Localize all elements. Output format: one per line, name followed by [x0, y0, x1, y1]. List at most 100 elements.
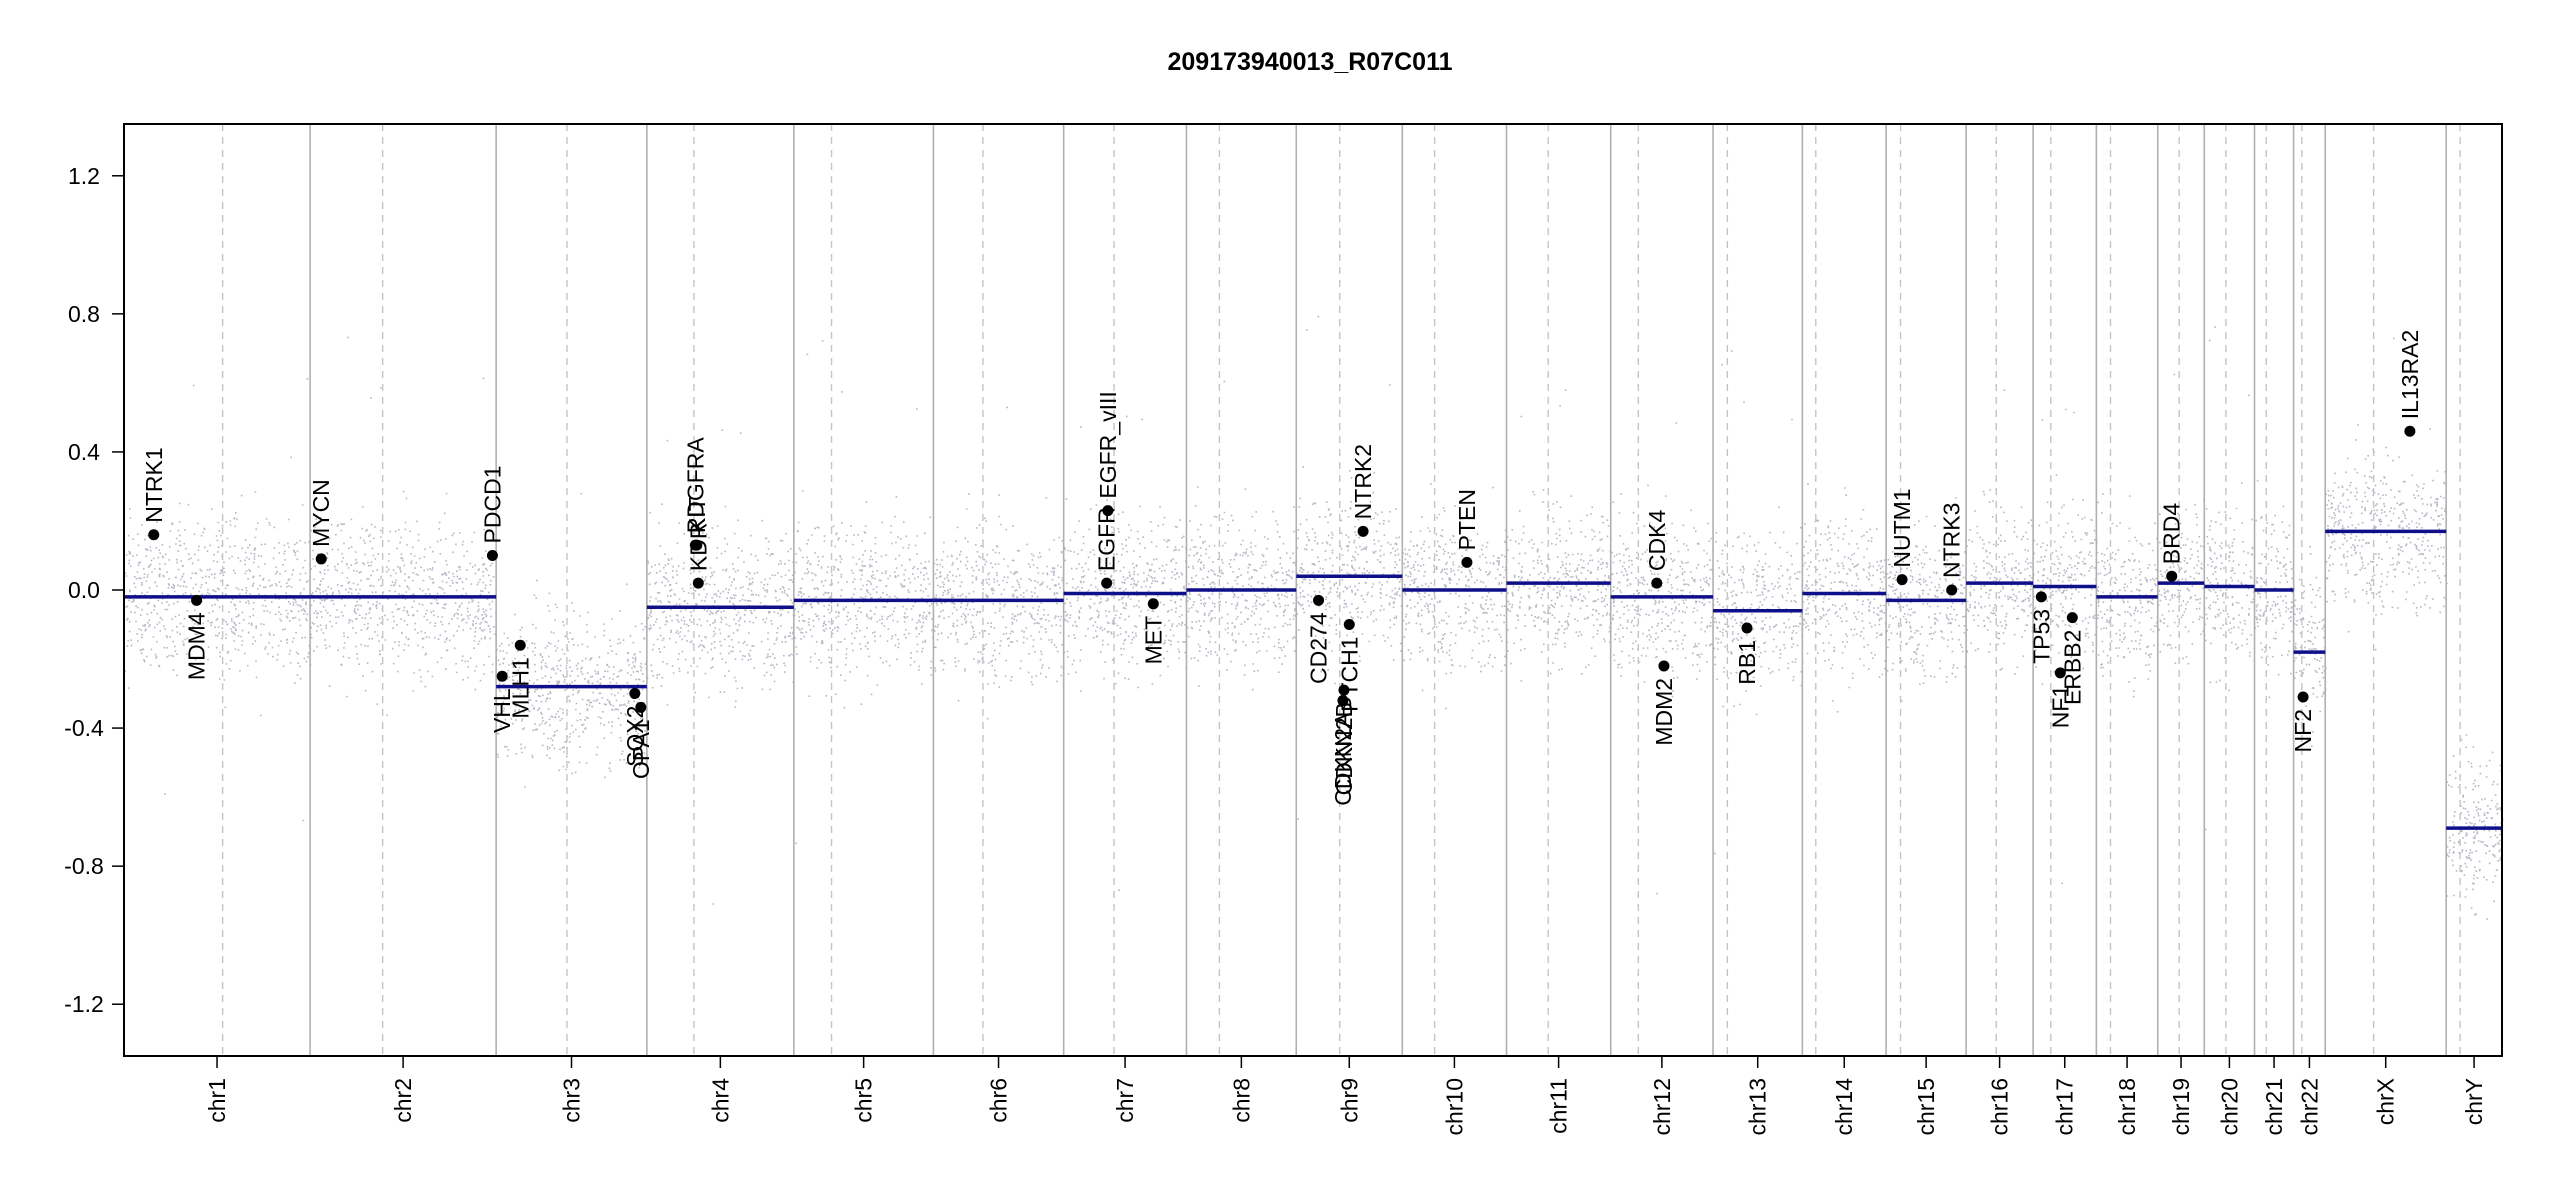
gene-label: EGFR	[1094, 507, 1120, 571]
gene-label: RB1	[1734, 640, 1760, 685]
gene-label: IL13RA2	[2397, 330, 2423, 420]
gene-marker-brd4	[2166, 570, 2178, 582]
gene-label: CDK4	[1644, 510, 1670, 572]
x-tick-label: chr14	[1831, 1078, 1857, 1136]
x-tick-label: chr12	[1649, 1078, 1675, 1136]
x-tick-label: chr5	[851, 1078, 877, 1123]
gene-marker-rb1	[1741, 622, 1753, 634]
gene-marker-cdk4	[1651, 577, 1663, 589]
x-tick-label: chr20	[2216, 1078, 2242, 1136]
gene-marker-ntrk1	[148, 529, 160, 541]
x-tick-label: chr3	[559, 1078, 585, 1123]
y-tick-label: 0.0	[68, 577, 100, 603]
gene-marker-ntrk2	[1357, 525, 1369, 537]
x-tick-label: chr10	[1441, 1078, 1467, 1136]
x-tick-label: chr21	[2261, 1078, 2287, 1136]
gene-marker-egfr_viii	[1102, 505, 1114, 517]
gene-marker-mlh1	[514, 639, 526, 651]
gene-marker-nutm1	[1896, 574, 1908, 586]
gene-marker-erbb2	[2066, 612, 2078, 624]
gene-marker-il13ra2	[2404, 425, 2416, 437]
gene-marker-vhl	[496, 670, 508, 682]
x-tick-label: chr4	[707, 1078, 733, 1123]
probe-points-path	[124, 315, 2504, 920]
x-tick-label: chr13	[1745, 1078, 1771, 1136]
gene-marker-cd274	[1313, 594, 1325, 606]
gene-label: TP53	[2028, 609, 2054, 664]
x-tick-label: chr8	[1228, 1078, 1254, 1123]
plot-frame	[123, 123, 2503, 1057]
gene-marker-mdm4	[191, 594, 203, 606]
gene-marker-ntrk3	[1946, 584, 1958, 596]
gene-marker-kit	[691, 539, 703, 551]
x-tick-label: chr19	[2168, 1078, 2194, 1136]
x-tick-label: chrY	[2461, 1078, 2487, 1125]
gene-label: SOX2	[622, 706, 648, 767]
gene-label: MLH1	[507, 657, 533, 718]
gene-marker-cdkn2b	[1338, 684, 1350, 696]
gene-label: OPA1	[628, 719, 654, 779]
gene-marker-pten	[1461, 556, 1473, 568]
gene-label: MDM4	[184, 612, 210, 680]
x-tick-label: chr22	[2296, 1078, 2322, 1136]
x-tick-label: chr15	[1913, 1078, 1939, 1136]
gene-label: BRD4	[2159, 503, 2185, 565]
x-tick-label: chrX	[2373, 1078, 2399, 1125]
x-axis: chr1 chr2 chr3 chr4 chr5 chr6 chr7 chr8 chr9 chr1…	[204, 1056, 2487, 1136]
x-tick-label: chr7	[1112, 1078, 1138, 1123]
gene-label: PDCD1	[479, 466, 505, 544]
x-tick-label: chr9	[1336, 1078, 1362, 1123]
gene-label: NUTM1	[1889, 488, 1915, 567]
gene-label: VHL	[489, 688, 515, 733]
x-tick-label: chr2	[390, 1078, 416, 1123]
gene-label: NTRK1	[141, 447, 167, 522]
gene-marker-tp53	[2035, 591, 2047, 603]
gene-marker-cdkn2a	[1337, 694, 1349, 706]
gene-marker-pdcd1	[486, 549, 498, 561]
gene-label: PTEN	[1454, 489, 1480, 550]
gene-label: NTRK3	[1939, 503, 1965, 578]
gene-label: KDR	[685, 523, 711, 572]
x-tick-label: chr18	[2114, 1078, 2140, 1136]
gene-marker-nf1	[2054, 667, 2066, 679]
gene-marker-ptch1	[1343, 619, 1355, 631]
x-tick-label: chr16	[1987, 1078, 2013, 1136]
gene-label: KIT	[684, 497, 710, 533]
gene-label: CDKN2A	[1330, 712, 1356, 806]
x-tick-label: chr17	[2052, 1078, 2078, 1136]
x-tick-label: chr1	[204, 1078, 230, 1123]
y-axis: -1.2 -0.8 -0.4 0.0 0.4 0.8 1.2	[64, 163, 124, 1017]
y-tick-label: -0.8	[64, 853, 104, 879]
gene-marker-egfr	[1101, 577, 1113, 589]
gene-marker-met	[1147, 598, 1159, 610]
gene-label: NTRK2	[1350, 444, 1376, 519]
gene-marker-opa1	[635, 701, 647, 713]
segment-lines	[124, 529, 2502, 830]
gene-label: EGFR_vIII	[1095, 391, 1121, 498]
gene-marker-kdr	[692, 577, 704, 589]
gene-label: PTCH1	[1336, 637, 1362, 712]
x-tick-label: chr6	[986, 1078, 1012, 1123]
gene-label: CDKN2B	[1331, 702, 1357, 795]
y-tick-label: 0.8	[68, 301, 100, 327]
gene-label: ERBB2	[2059, 630, 2085, 705]
gene-marker-nf2	[2297, 691, 2309, 703]
chart-title: 209173940013_R07C011	[1168, 48, 1453, 76]
x-tick-label: chr11	[1546, 1078, 1572, 1134]
gene-label: NF2	[2290, 709, 2316, 752]
y-tick-label: 1.2	[68, 163, 100, 189]
gene-label: NF1	[2047, 685, 2073, 728]
y-tick-label: -0.4	[64, 715, 104, 741]
y-tick-label: 0.4	[68, 439, 100, 465]
gene-marker-sox2	[629, 688, 641, 700]
gene-label: PDGFRA	[682, 437, 708, 534]
gene-label: MYCN	[308, 479, 334, 547]
y-tick-label: -1.2	[64, 991, 104, 1017]
gene-marker-mycn	[315, 553, 327, 565]
gene-label: CD274	[1306, 612, 1332, 684]
gene-label: MET	[1140, 616, 1166, 665]
gene-label: MDM2	[1651, 678, 1677, 746]
probe-points	[124, 315, 2504, 920]
